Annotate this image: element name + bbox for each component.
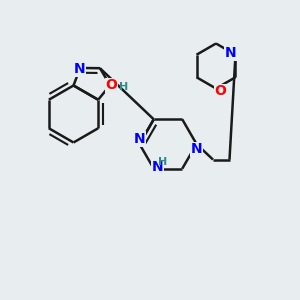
Text: N: N [134,132,145,146]
Text: N: N [74,62,85,76]
Text: H: H [119,82,128,92]
Text: N: N [225,46,236,60]
Text: O: O [214,85,226,98]
Text: N: N [191,142,202,156]
Text: O: O [106,78,118,92]
Text: N: N [152,160,164,174]
Text: H: H [158,158,167,167]
